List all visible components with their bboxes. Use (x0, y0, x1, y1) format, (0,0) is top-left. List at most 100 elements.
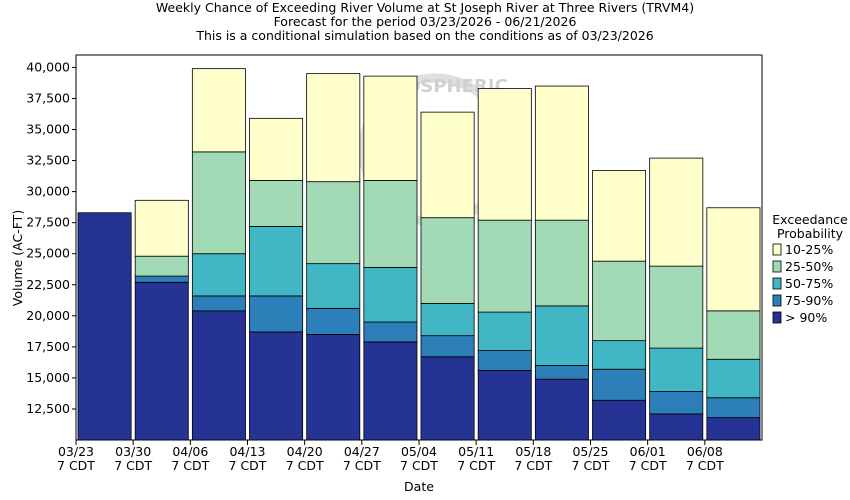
legend-swatch-gt90 (772, 311, 782, 324)
bar-03-30-p75_90 (134, 275, 189, 283)
bar-05-11-p10_25 (477, 88, 532, 221)
x-tick-date: 04/06 (172, 444, 208, 459)
legend-label-p10_25: 10-25% (785, 242, 833, 257)
x-tick-date: 04/20 (287, 444, 323, 459)
bar-05-18-p75_90 (534, 365, 589, 380)
bar-05-18-p10_25 (534, 85, 589, 221)
bar-04-13-p50_75 (249, 225, 304, 297)
bar-05-04-gt90 (420, 356, 475, 441)
bar-05-25-p50_75 (592, 340, 647, 370)
y-tick-label: 22,500 (26, 277, 70, 292)
x-tick-date: 03/30 (115, 444, 151, 459)
y-tick-label: 32,500 (26, 153, 70, 168)
y-tick-label: 17,500 (26, 339, 70, 354)
bar-05-18-gt90 (534, 378, 589, 441)
y-tick-label: 12,500 (26, 401, 70, 416)
bar-06-08-p75_90 (706, 397, 761, 419)
bar-04-13-gt90 (249, 331, 304, 441)
bar-04-06-gt90 (191, 310, 246, 441)
legend-swatch-p75_90 (772, 294, 782, 307)
x-tick-time: 7 CDT (343, 458, 381, 473)
bar-04-27-p75_90 (363, 321, 418, 343)
x-tick-time: 7 CDT (572, 458, 610, 473)
bar-04-27-p25_50 (363, 180, 418, 268)
legend-swatch-p50_75 (772, 277, 782, 290)
bar-05-04-p10_25 (420, 111, 475, 219)
bar-05-25-p75_90 (592, 368, 647, 401)
bar-06-08-p10_25 (706, 207, 761, 312)
x-tick-time: 7 CDT (229, 458, 267, 473)
bar-04-06-p25_50 (191, 151, 246, 255)
legend-swatch-p10_25 (772, 243, 782, 256)
x-tick-date: 05/18 (515, 444, 551, 459)
bar-04-13-p25_50 (249, 180, 304, 227)
bar-03-30-p25_50 (134, 255, 189, 277)
bar-04-20-p75_90 (306, 307, 361, 335)
bar-06-01-p25_50 (649, 265, 704, 349)
legend-title-line1: Exceedance (772, 212, 848, 227)
bar-04-27-p10_25 (363, 75, 418, 181)
bar-04-20-gt90 (306, 334, 361, 441)
x-tick-time: 7 CDT (457, 458, 495, 473)
x-tick-date: 05/04 (401, 444, 437, 459)
y-tick-label: 15,000 (26, 370, 70, 385)
bar-06-08-p50_75 (706, 358, 761, 399)
bar-06-08-gt90 (706, 417, 761, 441)
y-tick-label: 25,000 (26, 246, 70, 261)
x-tick-time: 7 CDT (686, 458, 724, 473)
bar-06-08-p25_50 (706, 310, 761, 360)
x-tick-date: 04/27 (344, 444, 380, 459)
x-tick-time: 7 CDT (171, 458, 209, 473)
x-tick-time: 7 CDT (286, 458, 324, 473)
legend-label-p25_50: 25-50% (785, 259, 833, 274)
y-tick-label: 37,500 (26, 90, 70, 105)
bar-04-06-p50_75 (191, 253, 246, 297)
bar-04-27-gt90 (363, 341, 418, 441)
bar-04-06-p75_90 (191, 295, 246, 312)
y-tick-label: 35,000 (26, 122, 70, 137)
bar-05-18-p50_75 (534, 305, 589, 366)
chart-subtitle-2: This is a conditional simulation based o… (195, 28, 653, 43)
x-tick-time: 7 CDT (400, 458, 438, 473)
x-tick-date: 05/25 (572, 444, 608, 459)
y-tick-label: 27,500 (26, 215, 70, 230)
bar-stacks (77, 68, 761, 441)
bar-04-13-p10_25 (249, 117, 304, 181)
x-tick-date: 05/11 (458, 444, 494, 459)
bar-05-11-p25_50 (477, 219, 532, 313)
legend-label-gt90: > 90% (785, 310, 827, 325)
bar-05-04-p25_50 (420, 217, 475, 304)
legend-label-p75_90: 75-90% (785, 293, 833, 308)
bar-06-01-p75_90 (649, 391, 704, 415)
legend-swatch-p25_50 (772, 260, 782, 273)
y-tick-label: 30,000 (26, 184, 70, 199)
bar-05-18-p25_50 (534, 219, 589, 307)
bar-03-30-gt90 (134, 281, 189, 441)
x-tick-date: 04/13 (229, 444, 265, 459)
bar-04-06-p10_25 (191, 68, 246, 153)
bar-06-01-p10_25 (649, 157, 704, 267)
bar-03-30-p10_25 (134, 199, 189, 257)
x-tick-time: 7 CDT (114, 458, 152, 473)
x-tick-time: 7 CDT (629, 458, 667, 473)
bar-05-25-gt90 (592, 399, 647, 441)
legend-title-line2: Probability (777, 226, 844, 241)
chart-subtitle-1: Forecast for the period 03/23/2026 - 06/… (274, 14, 577, 29)
x-axis-label: Date (404, 479, 434, 494)
bar-05-04-p75_90 (420, 335, 475, 358)
bar-04-20-p25_50 (306, 181, 361, 265)
x-tick-date: 03/23 (58, 444, 94, 459)
bar-05-11-p50_75 (477, 311, 532, 351)
chart-title: Weekly Chance of Exceeding River Volume … (156, 0, 694, 15)
bar-04-27-p50_75 (363, 266, 418, 323)
bar-04-20-p50_75 (306, 263, 361, 309)
bar-05-25-p10_25 (592, 170, 647, 262)
bar-05-04-p50_75 (420, 302, 475, 337)
bar-03-23-gt90 (77, 212, 132, 441)
y-axis-label: Volume (AC-FT) (10, 210, 25, 306)
x-tick-date: 06/08 (687, 444, 723, 459)
y-axis: 12,500 15,000 17,500 20,000 22,500 25,000 27,5… (26, 59, 76, 416)
x-tick-time: 7 CDT (57, 458, 95, 473)
legend: Exceedance Probability 10-25% 25-50% 50-75… (772, 212, 848, 325)
